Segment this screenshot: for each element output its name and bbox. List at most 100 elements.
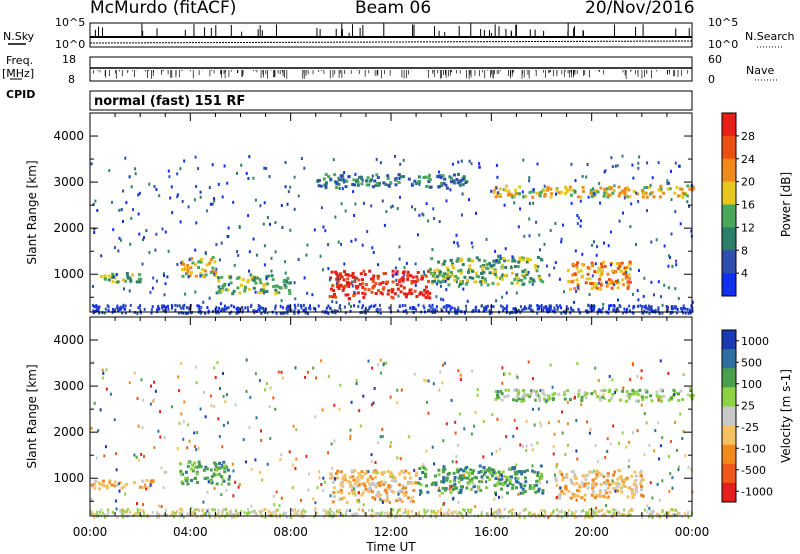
echo-cell [516, 265, 520, 268]
echo-cell [591, 490, 595, 494]
echo-cell [336, 476, 340, 480]
ytick-label: 1000 [53, 267, 84, 281]
echo-cell [103, 513, 106, 517]
echo-cell [648, 304, 650, 308]
echo-cell [143, 307, 146, 311]
echo-cell [614, 388, 618, 392]
echo-cell [340, 178, 344, 182]
echo-cell [335, 186, 339, 189]
echo-cell [381, 287, 385, 291]
echo-cell [455, 455, 458, 459]
echo-cell [449, 180, 453, 184]
echo-cell [684, 454, 687, 458]
echo-cell [344, 273, 348, 277]
echo-cell [336, 281, 338, 285]
echo-cell [222, 508, 225, 511]
echo-cell [215, 291, 219, 295]
echo-cell [648, 311, 651, 315]
echo-cell [670, 508, 672, 512]
echo-cell [574, 179, 577, 183]
echo-cell [385, 210, 388, 214]
echo-cell [446, 269, 450, 273]
echo-cell [423, 378, 426, 382]
echo-cell [305, 253, 308, 257]
echo-cell [353, 304, 355, 308]
echo-cell [528, 179, 531, 183]
echo-cell [125, 272, 129, 275]
echo-cell [379, 358, 382, 362]
echo-cell [140, 453, 143, 456]
echo-cell [194, 512, 197, 516]
echo-cell [351, 284, 354, 288]
echo-cell [561, 473, 563, 477]
nsearch-label: N.Search [745, 30, 795, 43]
echo-cell [220, 289, 224, 293]
echo-cell [194, 155, 197, 159]
echo-cell [318, 470, 321, 474]
echo-cell [184, 470, 188, 474]
echo-cell [677, 297, 680, 300]
ytick-label: 3000 [53, 379, 84, 393]
echo-cell [566, 400, 569, 404]
echo-cell [556, 308, 559, 311]
echo-cell [474, 306, 477, 310]
echo-cell [201, 268, 205, 272]
echo-cell [394, 515, 397, 519]
echo-cell [139, 508, 142, 512]
echo-cell [436, 309, 439, 313]
echo-cell [559, 486, 562, 490]
echo-cell [408, 291, 412, 295]
echo-cell [320, 206, 323, 210]
echo-cell [262, 222, 265, 226]
panel-velocity [90, 358, 695, 519]
echo-cell [541, 491, 545, 495]
xtick-label: 20:00 [574, 525, 609, 539]
echo-cell [676, 511, 679, 515]
echo-cell [267, 274, 271, 278]
echo-cell [595, 253, 598, 257]
echo-cell [295, 428, 298, 432]
echo-cell [609, 230, 612, 234]
echo-cell [364, 513, 367, 517]
echo-cell [266, 462, 269, 466]
echo-cell [671, 508, 674, 512]
echo-cell [418, 477, 422, 481]
echo-cell [365, 179, 369, 183]
echo-cell [230, 304, 233, 308]
echo-cell [342, 177, 345, 181]
echo-cell [281, 376, 284, 380]
echo-cell [440, 491, 444, 495]
echo-cell [126, 276, 130, 280]
echo-cell [376, 512, 378, 515]
echo-cell [112, 275, 115, 279]
echo-cell [266, 382, 268, 385]
echo-cell [280, 453, 283, 457]
echo-cell [426, 400, 428, 404]
echo-cell [646, 209, 648, 213]
echo-cell [115, 281, 118, 284]
echo-cell [264, 508, 267, 512]
echo-cell [187, 205, 190, 209]
echo-cell [92, 360, 95, 364]
echo-cell [427, 176, 431, 180]
echo-cell [574, 477, 578, 480]
echo-cell [519, 443, 522, 447]
echo-cell [467, 482, 471, 486]
echo-cell [597, 309, 600, 313]
echo-cell [433, 279, 436, 283]
echo-cell [597, 471, 601, 475]
echo-cell [162, 309, 165, 313]
echo-cell [521, 491, 524, 495]
echo-cell [427, 508, 429, 512]
echo-cell [505, 476, 509, 479]
echo-cell [176, 304, 179, 308]
echo-cell [95, 306, 98, 310]
echo-cell [404, 508, 407, 512]
echo-cell [331, 284, 335, 288]
echo-cell [491, 281, 495, 285]
echo-cell [413, 179, 417, 183]
echo-cell [469, 487, 472, 491]
echo-cell [446, 511, 449, 515]
echo-cell [345, 179, 349, 183]
echo-cell [440, 176, 443, 180]
